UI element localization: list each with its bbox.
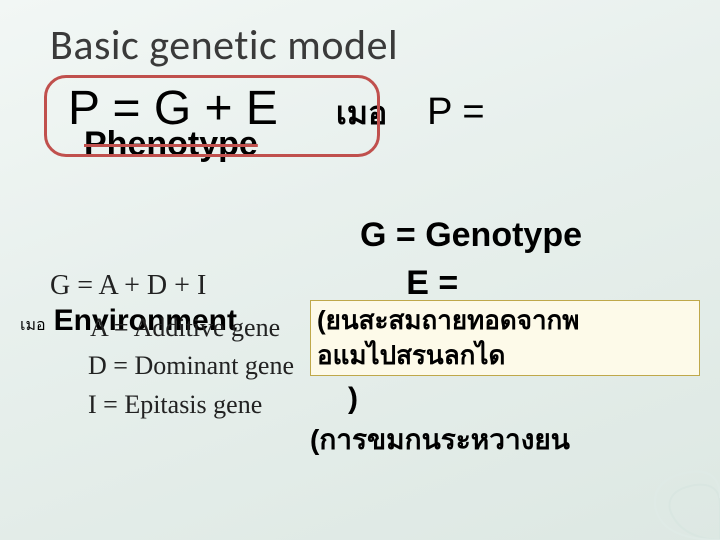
corner-decoration xyxy=(600,460,720,540)
genotype-definition: G = Genotype xyxy=(360,216,582,255)
p-equals: P = xyxy=(427,91,484,134)
slide-title: Basic genetic model xyxy=(50,20,680,71)
when-label-thai: เมอ xyxy=(336,88,387,139)
thai-box-line-2: อแมไปสรนลกได xyxy=(317,338,693,373)
thai-box-line-1: (ยนสะสมถายทอดจากพ xyxy=(317,303,693,338)
main-equation-row: P = G + E เมอ P = xyxy=(50,77,680,139)
thai-highlight-box: (ยนสะสมถายทอดจากพ อแมไปสรนลกได xyxy=(310,300,700,376)
close-parenthesis: ) xyxy=(348,382,358,416)
gadi-equation: G = A + D + I xyxy=(50,270,206,302)
main-equation-box: P = G + E xyxy=(50,77,296,136)
dominant-gene-def: D = Dominant gene xyxy=(88,346,294,385)
gadi-row: G = A + D + I E = xyxy=(50,264,458,303)
e-equals: E = xyxy=(406,264,458,303)
additive-gene-def: A = Additive gene xyxy=(90,313,280,343)
slide-canvas: Basic genetic model P = G + E เมอ P = Ph… xyxy=(0,0,720,540)
when-small-thai: เมอ xyxy=(20,313,46,338)
main-equation: P = G + E xyxy=(50,77,296,136)
epitasis-gene-def: I = Epitasis gene xyxy=(88,385,294,424)
gene-definitions: D = Dominant gene I = Epitasis gene xyxy=(88,346,294,424)
thai-bottom-text: (การขมกนระหวางยน xyxy=(310,418,570,462)
